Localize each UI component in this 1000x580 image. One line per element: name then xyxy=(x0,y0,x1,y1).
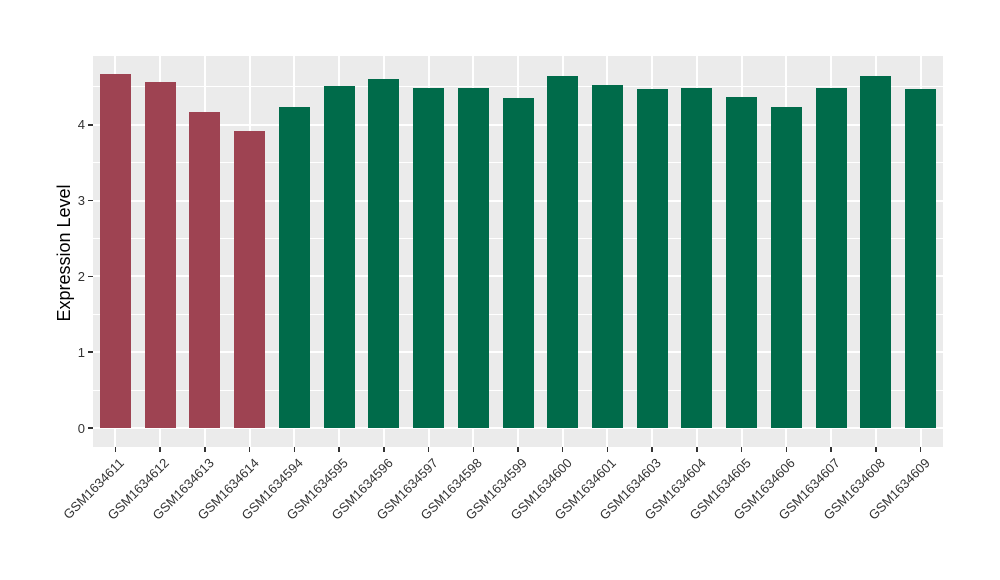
y-tick-label: 1 xyxy=(77,344,85,360)
y-tick-label: 0 xyxy=(77,420,85,436)
y-tick-label: 2 xyxy=(77,268,85,284)
y-tick-mark xyxy=(88,275,93,278)
bar-GSM1634614 xyxy=(234,130,266,428)
bar-GSM1634598 xyxy=(457,88,489,428)
x-tick-mark xyxy=(338,447,340,452)
bar-GSM1634613 xyxy=(189,111,221,428)
bar-GSM1634605 xyxy=(726,96,758,428)
y-tick-label: 3 xyxy=(77,193,85,209)
x-tick-mark xyxy=(875,447,877,452)
x-tick-mark xyxy=(830,447,832,452)
bar-GSM1634604 xyxy=(681,87,713,428)
x-tick-mark xyxy=(606,447,609,452)
bar-GSM1634603 xyxy=(636,89,668,428)
x-tick-mark xyxy=(248,447,251,452)
x-tick-mark xyxy=(159,447,161,452)
bar-GSM1634607 xyxy=(815,87,847,428)
x-tick-mark xyxy=(561,447,564,452)
bar-GSM1634609 xyxy=(905,89,937,428)
x-tick-mark xyxy=(472,447,474,452)
y-tick-mark xyxy=(88,199,93,202)
x-tick-mark xyxy=(114,447,117,452)
x-tick-mark xyxy=(427,447,430,452)
bar-GSM1634594 xyxy=(278,107,310,428)
x-tick-mark xyxy=(383,447,385,452)
x-tick-mark xyxy=(740,447,743,452)
bar-GSM1634597 xyxy=(413,88,445,428)
x-tick-mark xyxy=(204,447,206,452)
x-tick-mark xyxy=(696,447,698,452)
bar-GSM1634606 xyxy=(770,107,802,428)
y-tick-mark xyxy=(88,124,93,126)
bar-GSM1634596 xyxy=(368,79,400,428)
bar-GSM1634601 xyxy=(591,85,623,428)
x-tick-mark xyxy=(651,447,653,452)
plot-panel xyxy=(93,56,943,447)
y-tick-mark xyxy=(88,351,93,353)
x-tick-mark xyxy=(785,447,788,452)
bar-GSM1634600 xyxy=(547,76,579,428)
bar-GSM1634595 xyxy=(323,86,355,428)
x-tick-mark xyxy=(919,447,922,452)
y-tick-label: 4 xyxy=(77,117,85,133)
x-tick-mark xyxy=(293,447,296,452)
y-axis-title: Expression Level xyxy=(54,184,74,322)
bar-GSM1634611 xyxy=(99,74,131,428)
bar-GSM1634599 xyxy=(502,98,534,428)
y-tick-mark xyxy=(88,427,93,429)
x-tick-mark xyxy=(517,447,519,452)
bar-GSM1634608 xyxy=(860,76,892,428)
bar-GSM1634612 xyxy=(144,82,176,428)
